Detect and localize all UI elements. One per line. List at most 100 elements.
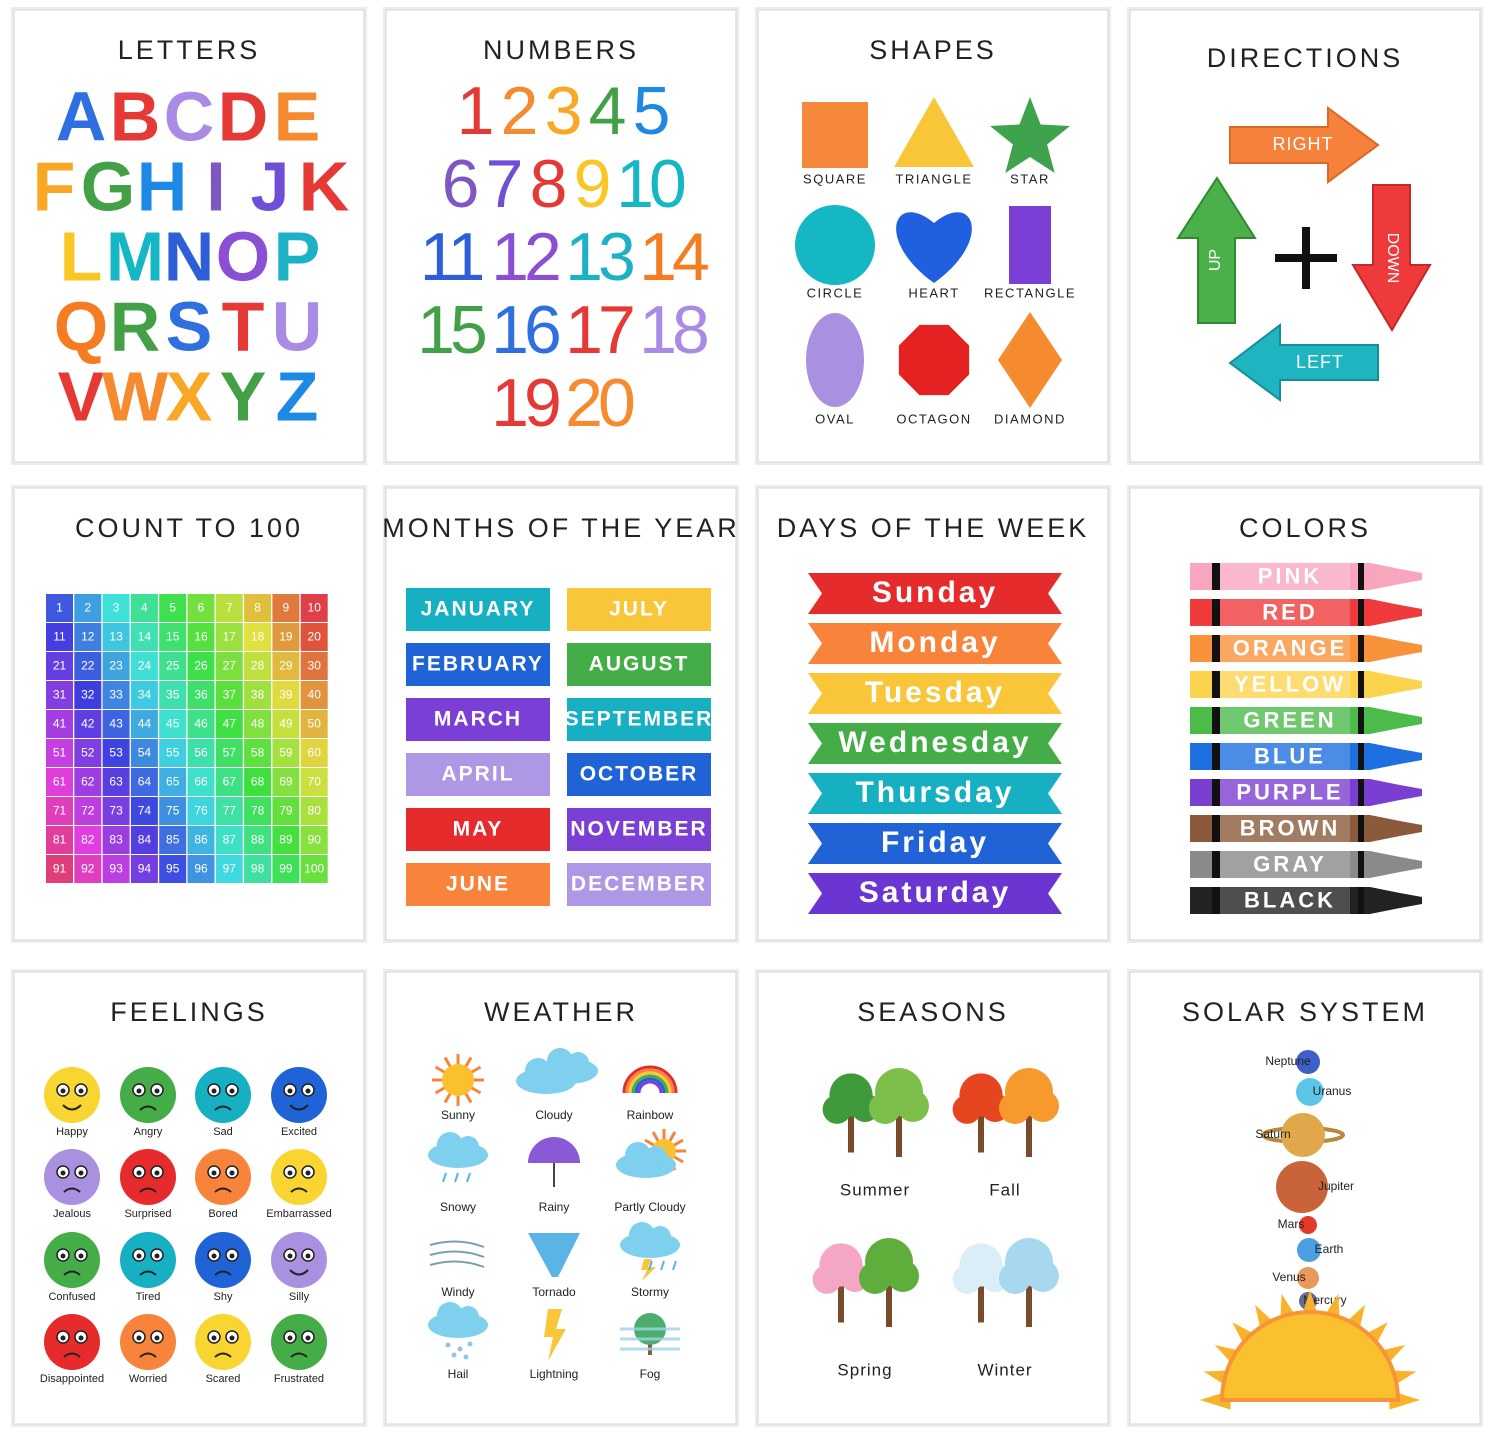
mouth xyxy=(63,1352,81,1358)
label: 71 xyxy=(53,804,67,818)
label: Winter xyxy=(977,1360,1032,1379)
label: Partly Cloudy xyxy=(614,1200,685,1214)
month-bar xyxy=(567,643,711,686)
label: 18 xyxy=(639,292,707,368)
trunk xyxy=(1026,1282,1032,1327)
label: 57 xyxy=(223,746,237,760)
hail xyxy=(463,1354,469,1360)
cell xyxy=(102,652,130,680)
label: 29 xyxy=(279,659,293,673)
label: Venus xyxy=(1272,1270,1305,1284)
foliage xyxy=(812,1265,842,1294)
label: MAY xyxy=(453,818,504,841)
foliage xyxy=(822,1095,852,1124)
crayon-tip xyxy=(1370,563,1422,590)
month-bar xyxy=(567,863,711,906)
label: C xyxy=(164,77,215,155)
label: GREEN xyxy=(1243,707,1336,732)
label: 16 xyxy=(194,630,208,644)
crayon-band xyxy=(1190,563,1212,590)
label: Embarrassed xyxy=(266,1208,331,1220)
face xyxy=(120,1314,176,1370)
label: B xyxy=(110,77,161,155)
label: 17 xyxy=(565,292,633,368)
cell xyxy=(272,855,300,883)
label: JANUARY xyxy=(421,598,536,621)
label: COUNT TO 100 xyxy=(75,513,303,543)
pupil xyxy=(60,1253,66,1259)
cloud xyxy=(437,1132,463,1158)
label: 46 xyxy=(194,717,208,731)
cell xyxy=(102,855,130,883)
label: 21 xyxy=(53,659,67,673)
label: Lightning xyxy=(530,1367,579,1381)
mouth xyxy=(289,1269,309,1276)
label: O xyxy=(216,217,270,295)
planet xyxy=(1281,1113,1325,1157)
rainbow xyxy=(622,1065,678,1094)
cell xyxy=(74,594,102,622)
label: Snowy xyxy=(440,1200,476,1214)
label: Uranus xyxy=(1313,1084,1352,1098)
cell xyxy=(46,710,73,738)
foliage xyxy=(1027,1260,1059,1292)
pupil xyxy=(60,1088,66,1094)
label: 40 xyxy=(308,688,322,702)
label: 11 xyxy=(53,630,66,644)
mouth xyxy=(290,1187,308,1193)
label: LETTERS xyxy=(118,35,261,65)
mouth xyxy=(214,1352,232,1358)
label: 4 xyxy=(141,601,148,615)
cell xyxy=(215,594,243,622)
crayon-stripe xyxy=(1212,563,1220,590)
month-bar xyxy=(406,863,550,906)
cell xyxy=(272,681,300,709)
poster xyxy=(385,971,737,1425)
label: 53 xyxy=(109,746,123,760)
wind xyxy=(429,1260,485,1268)
label: Hail xyxy=(448,1367,469,1381)
label: 19 xyxy=(279,630,293,644)
cloud xyxy=(567,1052,589,1074)
poster xyxy=(385,9,737,463)
cell xyxy=(244,681,272,709)
crayon-stripe xyxy=(1358,743,1364,770)
cell xyxy=(74,623,102,651)
mouth xyxy=(63,1270,81,1276)
label: SEPTEMBER xyxy=(565,708,714,731)
label: 14 xyxy=(639,219,708,295)
label: 8 xyxy=(254,601,261,615)
umbrella xyxy=(528,1137,580,1163)
drop xyxy=(454,1172,459,1183)
label: 5 xyxy=(633,73,668,149)
pupil xyxy=(211,1088,217,1094)
label: 83 xyxy=(109,833,123,847)
shape xyxy=(898,324,970,396)
cloud xyxy=(457,1306,479,1328)
label: 62 xyxy=(81,775,95,789)
cloud xyxy=(625,1142,651,1168)
cell xyxy=(46,623,73,651)
label: 56 xyxy=(194,746,208,760)
label: Spring xyxy=(837,1360,892,1379)
cell xyxy=(187,594,215,622)
mouth xyxy=(62,1104,82,1111)
cell xyxy=(130,826,158,854)
label: G xyxy=(81,147,135,225)
month-bar xyxy=(567,808,711,851)
cell xyxy=(102,681,130,709)
cell xyxy=(272,710,300,738)
cell xyxy=(74,681,102,709)
planet xyxy=(1297,1267,1319,1289)
ribbon xyxy=(808,773,1062,814)
label: WEATHER xyxy=(484,997,638,1027)
month-bar xyxy=(567,588,711,631)
mouth xyxy=(290,1352,308,1358)
label: Wednesday xyxy=(838,726,1031,759)
label: SEASONS xyxy=(857,997,1009,1027)
foliage xyxy=(859,1262,891,1294)
cell xyxy=(46,768,73,796)
ribbon xyxy=(808,573,1062,614)
label: Angry xyxy=(134,1126,163,1138)
pupil xyxy=(211,1253,217,1259)
